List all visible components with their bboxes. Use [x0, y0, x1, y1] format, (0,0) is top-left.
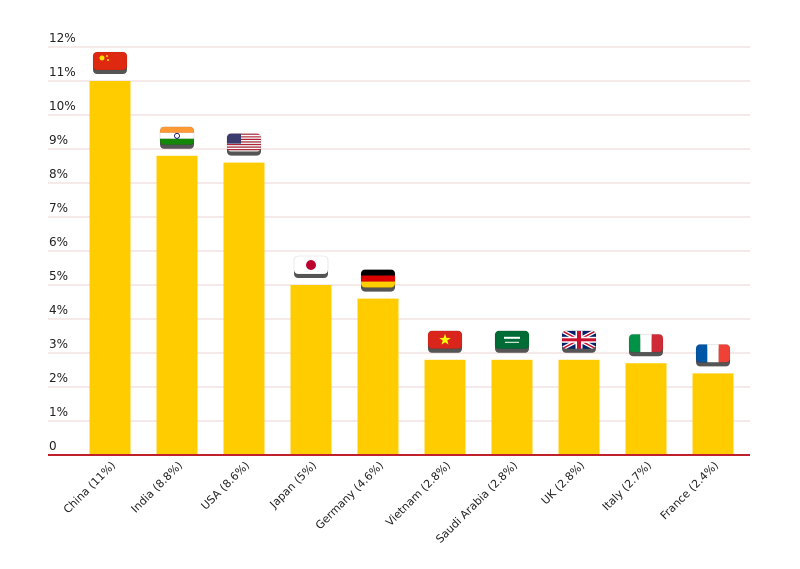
- y-tick-label: 4%: [49, 303, 68, 317]
- y-tick-label: 8%: [49, 167, 68, 181]
- japan-flag-icon: [293, 255, 329, 278]
- y-tick-label: 10%: [49, 99, 76, 113]
- saudi-arabia-flag-icon: [494, 330, 530, 353]
- italy-flag-icon: [628, 333, 664, 357]
- y-tick-label: 9%: [49, 133, 68, 147]
- x-tick-label: Germany (4.6%): [313, 459, 386, 532]
- y-tick-label: 3%: [49, 337, 68, 351]
- x-tick-label: Japan (5%): [267, 459, 319, 511]
- y-tick-label: 5%: [49, 269, 68, 283]
- x-tick-label: UK (2.8%): [539, 459, 587, 507]
- flags: [92, 51, 731, 367]
- x-tick-label: India (8.8%): [129, 459, 186, 516]
- vietnam-flag-icon: [427, 330, 463, 353]
- x-tick-label: Vietnam (2.8%): [383, 459, 453, 529]
- bar: [223, 162, 265, 455]
- bar: [156, 155, 198, 456]
- india-flag-icon: [159, 126, 195, 149]
- y-tick-label: 12%: [49, 31, 76, 45]
- bar: [89, 81, 131, 455]
- x-axis-labels: China (11%) India (8.8%) USA (8.6%) Japan (…: [61, 459, 721, 546]
- x-tick-label: Italy (2.7%): [600, 459, 654, 513]
- uk-flag-icon: [561, 330, 597, 353]
- bar: [625, 363, 667, 455]
- bar: [491, 359, 533, 455]
- usa-flag-icon: [226, 133, 262, 156]
- y-tick-label: 7%: [49, 201, 68, 215]
- x-tick-label: France (2.4%): [658, 459, 721, 522]
- bar: [692, 373, 734, 455]
- germany-flag-icon: [360, 269, 396, 292]
- bar: [558, 359, 600, 455]
- bar: [357, 298, 399, 455]
- bar: [290, 285, 332, 455]
- x-tick-label: USA (8.6%): [199, 459, 253, 513]
- bars: [89, 81, 734, 456]
- y-tick-label: 1%: [49, 405, 68, 419]
- y-tick-label: 6%: [49, 235, 68, 249]
- x-tick-label: China (11%): [61, 459, 118, 516]
- france-flag-icon: [695, 344, 731, 367]
- bar: [424, 359, 466, 455]
- china-flag-icon: [92, 51, 128, 74]
- y-tick-label: 11%: [49, 65, 76, 79]
- y-tick-label: 0: [49, 439, 57, 453]
- y-tick-label: 2%: [49, 371, 68, 385]
- y-axis-ticks: 0 1% 2% 3% 4% 5% 6% 7% 8% 9% 10% 11% 12%: [49, 31, 76, 453]
